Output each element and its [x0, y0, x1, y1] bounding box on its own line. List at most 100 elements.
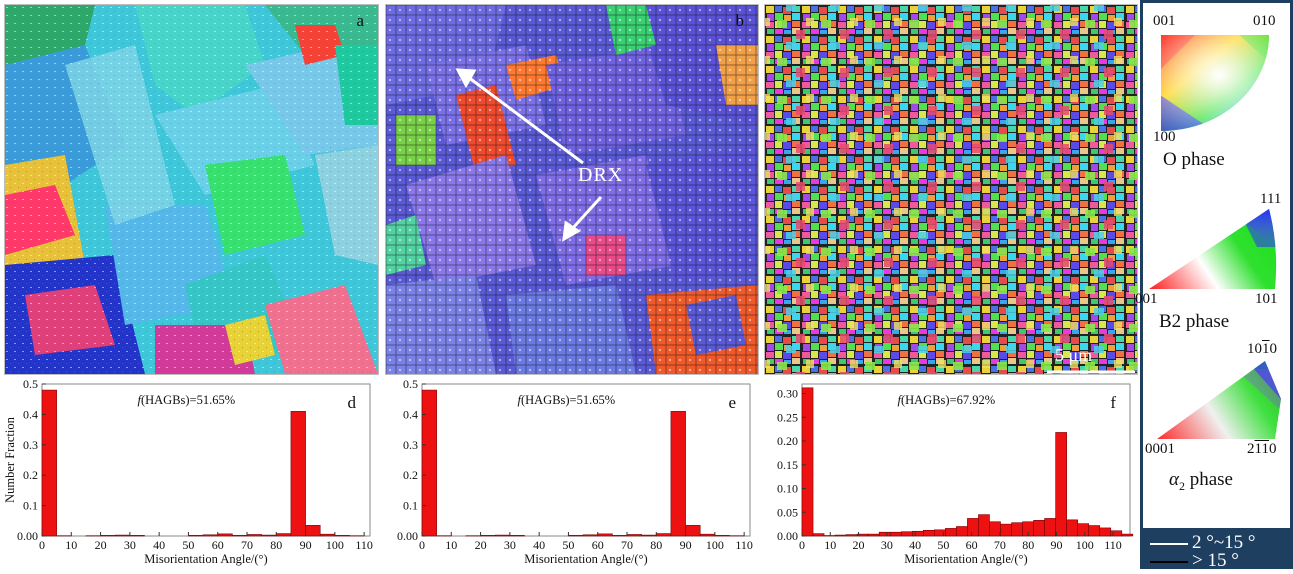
x-tick-label: 40 — [533, 538, 545, 552]
y-tick-label: 0.00 — [777, 529, 798, 543]
a2-phase-ipf-key — [1155, 359, 1285, 441]
panel-label: d — [348, 393, 357, 412]
x-tick-label: 20 — [475, 538, 487, 552]
x-tick-label: 10 — [445, 538, 457, 552]
histogram-bar — [481, 535, 496, 536]
histogram-bar — [1122, 534, 1133, 536]
x-tick-label: 70 — [621, 538, 633, 552]
ipf-legend: 001 010 100 O phase 111 — [1143, 3, 1290, 528]
x-tick-label: 80 — [650, 538, 662, 552]
panel-label-a: a — [356, 11, 364, 31]
histogram-bar — [868, 534, 879, 536]
histogram-bar — [276, 534, 291, 536]
histogram-bar — [203, 535, 218, 536]
histogram-bar — [846, 535, 857, 536]
y-tick-label: 0.3 — [403, 438, 418, 452]
x-tick-label: 20 — [853, 538, 865, 552]
hagb-annotation: f(HAGBs)=67.92% — [897, 393, 995, 407]
o-phase-label: O phase — [1163, 149, 1225, 171]
o-phase-ipf-key — [1157, 33, 1281, 133]
b2-phase-label: B2 phase — [1159, 311, 1229, 333]
x-tick-label: 50 — [562, 538, 574, 552]
histogram-bar — [510, 535, 525, 536]
histogram-bar — [627, 534, 642, 536]
histogram-bar — [188, 535, 203, 536]
y-tick-label: 0.5 — [23, 377, 38, 391]
y-tick-label: 0.20 — [777, 434, 798, 448]
histogram-bar — [247, 534, 262, 536]
histogram-bar — [967, 518, 978, 536]
histogram-bar — [956, 527, 967, 537]
histogram-bar — [101, 535, 116, 536]
histogram-bar — [1100, 528, 1111, 536]
x-tick-label: 90 — [680, 538, 692, 552]
histogram-bar — [879, 532, 890, 536]
x-tick-label: 30 — [881, 538, 893, 552]
histogram-bar — [1056, 432, 1067, 536]
o-phase-corner-100: 100 — [1153, 129, 1176, 146]
y-tick-label: 0.00 — [17, 529, 38, 543]
b2-phase-corner-101: 101 — [1255, 291, 1278, 308]
histogram-bar — [495, 535, 510, 536]
x-tick-label: 60 — [592, 538, 604, 552]
x-tick-label: 60 — [212, 538, 224, 552]
x-axis-label: Misorientation Angle/(°) — [524, 552, 647, 566]
histogram-bar — [642, 535, 657, 536]
histogram-bar — [583, 535, 598, 536]
x-tick-label: 100 — [326, 538, 344, 552]
y-tick-label: 0.3 — [23, 438, 38, 452]
a2-phase-corner-2110: 2110 — [1247, 441, 1276, 458]
histogram-bar — [306, 525, 321, 536]
histogram-bar — [218, 534, 233, 536]
ebsd-map-b: DRX b — [385, 4, 759, 375]
histogram-bar — [130, 535, 145, 536]
scale-bar-label: 5 μm — [1055, 345, 1092, 366]
ebsd-map-a: a — [4, 4, 379, 375]
histogram-bar — [802, 388, 813, 536]
histogram-bar — [422, 390, 437, 536]
x-tick-label: 90 — [1050, 538, 1062, 552]
x-tick-label: 50 — [182, 538, 194, 552]
y-tick-label: 0.10 — [777, 482, 798, 496]
x-tick-label: 20 — [95, 538, 107, 552]
o-phase-corner-001: 001 — [1153, 13, 1176, 30]
x-axis-label: Misorientation Angle/(°) — [904, 552, 1027, 566]
histogram-bar — [945, 528, 956, 536]
x-tick-label: 70 — [241, 538, 253, 552]
histogram-bar — [1000, 524, 1011, 536]
histogram-bar — [262, 535, 277, 536]
histogram-bar — [901, 532, 912, 536]
y-tick-label: 0.00 — [397, 529, 418, 543]
histogram-bar — [835, 535, 846, 536]
histogram-bar — [1078, 524, 1089, 536]
hagb-annotation: f(HAGBs)=51.65% — [517, 393, 615, 407]
y-tick-label: 0.4 — [23, 407, 38, 421]
histogram-bar — [568, 535, 583, 536]
histogram-bar — [912, 531, 923, 536]
histogram-bar — [686, 525, 701, 536]
y-tick-label: 0.2 — [23, 468, 38, 482]
x-tick-label: 0 — [799, 538, 805, 552]
x-tick-label: 0 — [419, 538, 425, 552]
histogram-bar — [320, 534, 335, 536]
x-axis-label: Misorientation Angle/(°) — [144, 552, 267, 566]
b2-phase-ipf-key — [1147, 207, 1287, 291]
y-tick-label: 0.2 — [403, 468, 418, 482]
o-phase-corner-010: 010 — [1253, 13, 1276, 30]
panel-label: e — [728, 393, 736, 412]
drx-annotation: DRX — [578, 164, 623, 187]
histogram-bar — [115, 535, 130, 536]
y-tick-label: 0.15 — [777, 458, 798, 472]
y-tick-label: 0.1 — [403, 499, 418, 513]
hagb-annotation: f(HAGBs)=51.65% — [137, 393, 235, 407]
y-axis-label: Number Fraction — [3, 416, 17, 502]
b2-phase-corner-111: 111 — [1260, 191, 1281, 208]
low-angle-line-swatch — [1150, 543, 1188, 545]
x-tick-label: 40 — [153, 538, 165, 552]
histogram-bar — [1067, 520, 1078, 536]
histogram-bar — [612, 535, 627, 536]
x-tick-label: 110 — [735, 538, 753, 552]
x-tick-label: 100 — [1076, 538, 1094, 552]
